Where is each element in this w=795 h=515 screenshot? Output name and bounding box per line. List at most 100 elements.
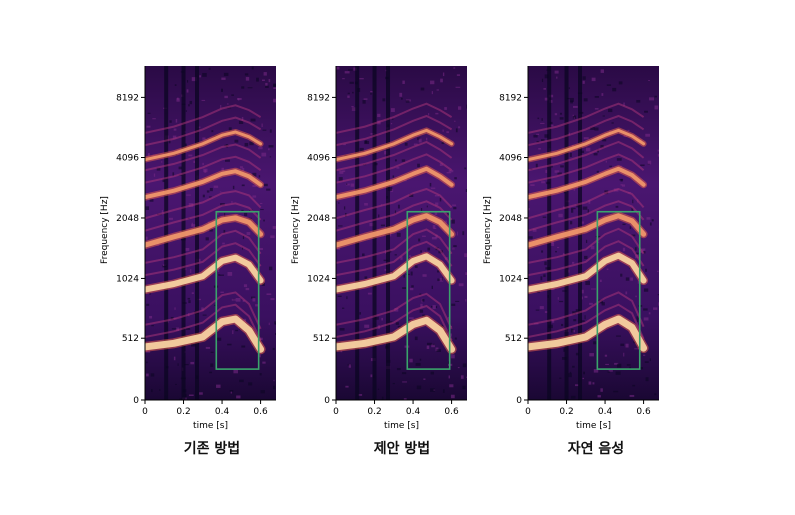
texture-speck	[153, 173, 156, 177]
texture-speck	[544, 134, 549, 138]
texture-speck	[544, 97, 549, 101]
texture-speck	[420, 208, 423, 212]
texture-speck	[146, 361, 148, 364]
texture-speck	[370, 90, 373, 93]
texture-speck	[466, 376, 467, 378]
texture-speck	[232, 185, 235, 190]
texture-speck	[631, 234, 636, 237]
texture-speck	[265, 85, 269, 88]
texture-speck	[188, 154, 193, 157]
texture-speck	[649, 97, 655, 101]
texture-speck	[568, 373, 572, 378]
texture-speck	[629, 366, 632, 370]
y-tick-label: 4096	[116, 154, 139, 164]
texture-speck	[268, 145, 274, 148]
texture-speck	[272, 226, 276, 229]
texture-speck	[403, 398, 407, 400]
texture-speck	[263, 219, 265, 222]
texture-speck	[609, 165, 613, 167]
texture-speck	[584, 315, 586, 320]
texture-speck	[384, 268, 387, 271]
texture-speck	[541, 118, 543, 121]
texture-speck	[604, 354, 608, 357]
texture-speck	[580, 221, 585, 224]
harmonic-ripple	[145, 143, 262, 172]
texture-speck	[243, 284, 248, 288]
texture-speck	[636, 319, 639, 322]
texture-speck	[205, 237, 209, 241]
texture-speck	[432, 225, 436, 229]
formant-band	[528, 213, 647, 248]
y-tick-label: 8192	[116, 93, 139, 103]
harmonic-ripple	[145, 202, 262, 232]
texture-speck	[417, 163, 420, 168]
texture-speck	[395, 322, 399, 325]
spectrogram-image	[528, 66, 659, 400]
texture-speck	[188, 300, 191, 304]
texture-speck	[421, 299, 425, 302]
texture-speck	[147, 153, 150, 156]
texture-speck	[251, 296, 256, 299]
texture-speck	[244, 142, 249, 147]
texture-speck	[397, 325, 403, 328]
texture-speck	[580, 289, 584, 294]
texture-speck	[362, 253, 365, 257]
texture-speck	[658, 302, 659, 306]
texture-speck	[244, 212, 248, 216]
texture-speck	[557, 297, 559, 300]
texture-speck	[336, 66, 340, 70]
texture-speck	[175, 118, 178, 123]
texture-speck	[452, 247, 455, 250]
texture-speck	[359, 147, 364, 152]
texture-speck	[399, 92, 403, 97]
texture-speck	[559, 112, 563, 115]
texture-speck	[413, 143, 418, 146]
texture-speck	[258, 354, 261, 358]
texture-speck	[227, 271, 233, 276]
texture-speck	[172, 135, 177, 139]
texture-speck	[418, 138, 422, 143]
spectrogram-panel-proposed: 0 512 1024 2048 4096 8192 0 0.2 0.4 0.6 time [s] Fr…	[291, 66, 467, 431]
texture-speck	[643, 308, 648, 311]
texture-speck	[191, 77, 197, 82]
texture-speck	[252, 297, 256, 302]
texture-speck	[450, 354, 455, 359]
texture-speck	[367, 292, 372, 295]
texture-speck	[347, 92, 350, 94]
texture-speck	[572, 261, 575, 264]
x-tick-label: 0	[142, 407, 148, 417]
spectrogram-image	[145, 66, 276, 400]
texture-speck	[346, 183, 348, 185]
texture-speck	[446, 171, 452, 174]
texture-speck	[274, 321, 276, 325]
formant-band	[336, 128, 454, 162]
texture-speck	[540, 276, 543, 281]
texture-speck	[544, 311, 548, 313]
texture-speck	[268, 266, 273, 271]
texture-speck	[420, 87, 425, 91]
texture-speck	[622, 247, 626, 252]
texture-speck	[209, 371, 213, 374]
texture-speck	[347, 95, 350, 98]
texture-speck	[389, 232, 392, 237]
texture-speck	[602, 138, 607, 142]
formant-band	[145, 215, 264, 248]
spectrogram-panel-natural: 0 512 1024 2048 4096 8192 0 0.2 0.4 0.6 time [s] Fr…	[483, 66, 659, 431]
x-tick-label: 0.4	[406, 407, 421, 417]
texture-speck	[232, 330, 234, 335]
spectrogram-image	[336, 66, 467, 400]
texture-speck	[396, 232, 401, 237]
texture-speck	[423, 378, 426, 380]
texture-speck	[275, 333, 276, 336]
texture-speck	[210, 351, 214, 353]
texture-speck	[647, 160, 652, 165]
texture-speck	[657, 294, 659, 296]
texture-speck	[275, 261, 276, 264]
texture-speck	[623, 352, 625, 357]
formant-band	[336, 253, 455, 293]
y-tick-label: 512	[122, 334, 139, 344]
texture-speck	[434, 211, 438, 215]
texture-speck	[541, 78, 544, 82]
texture-speck	[533, 134, 538, 138]
texture-speck	[571, 208, 574, 213]
